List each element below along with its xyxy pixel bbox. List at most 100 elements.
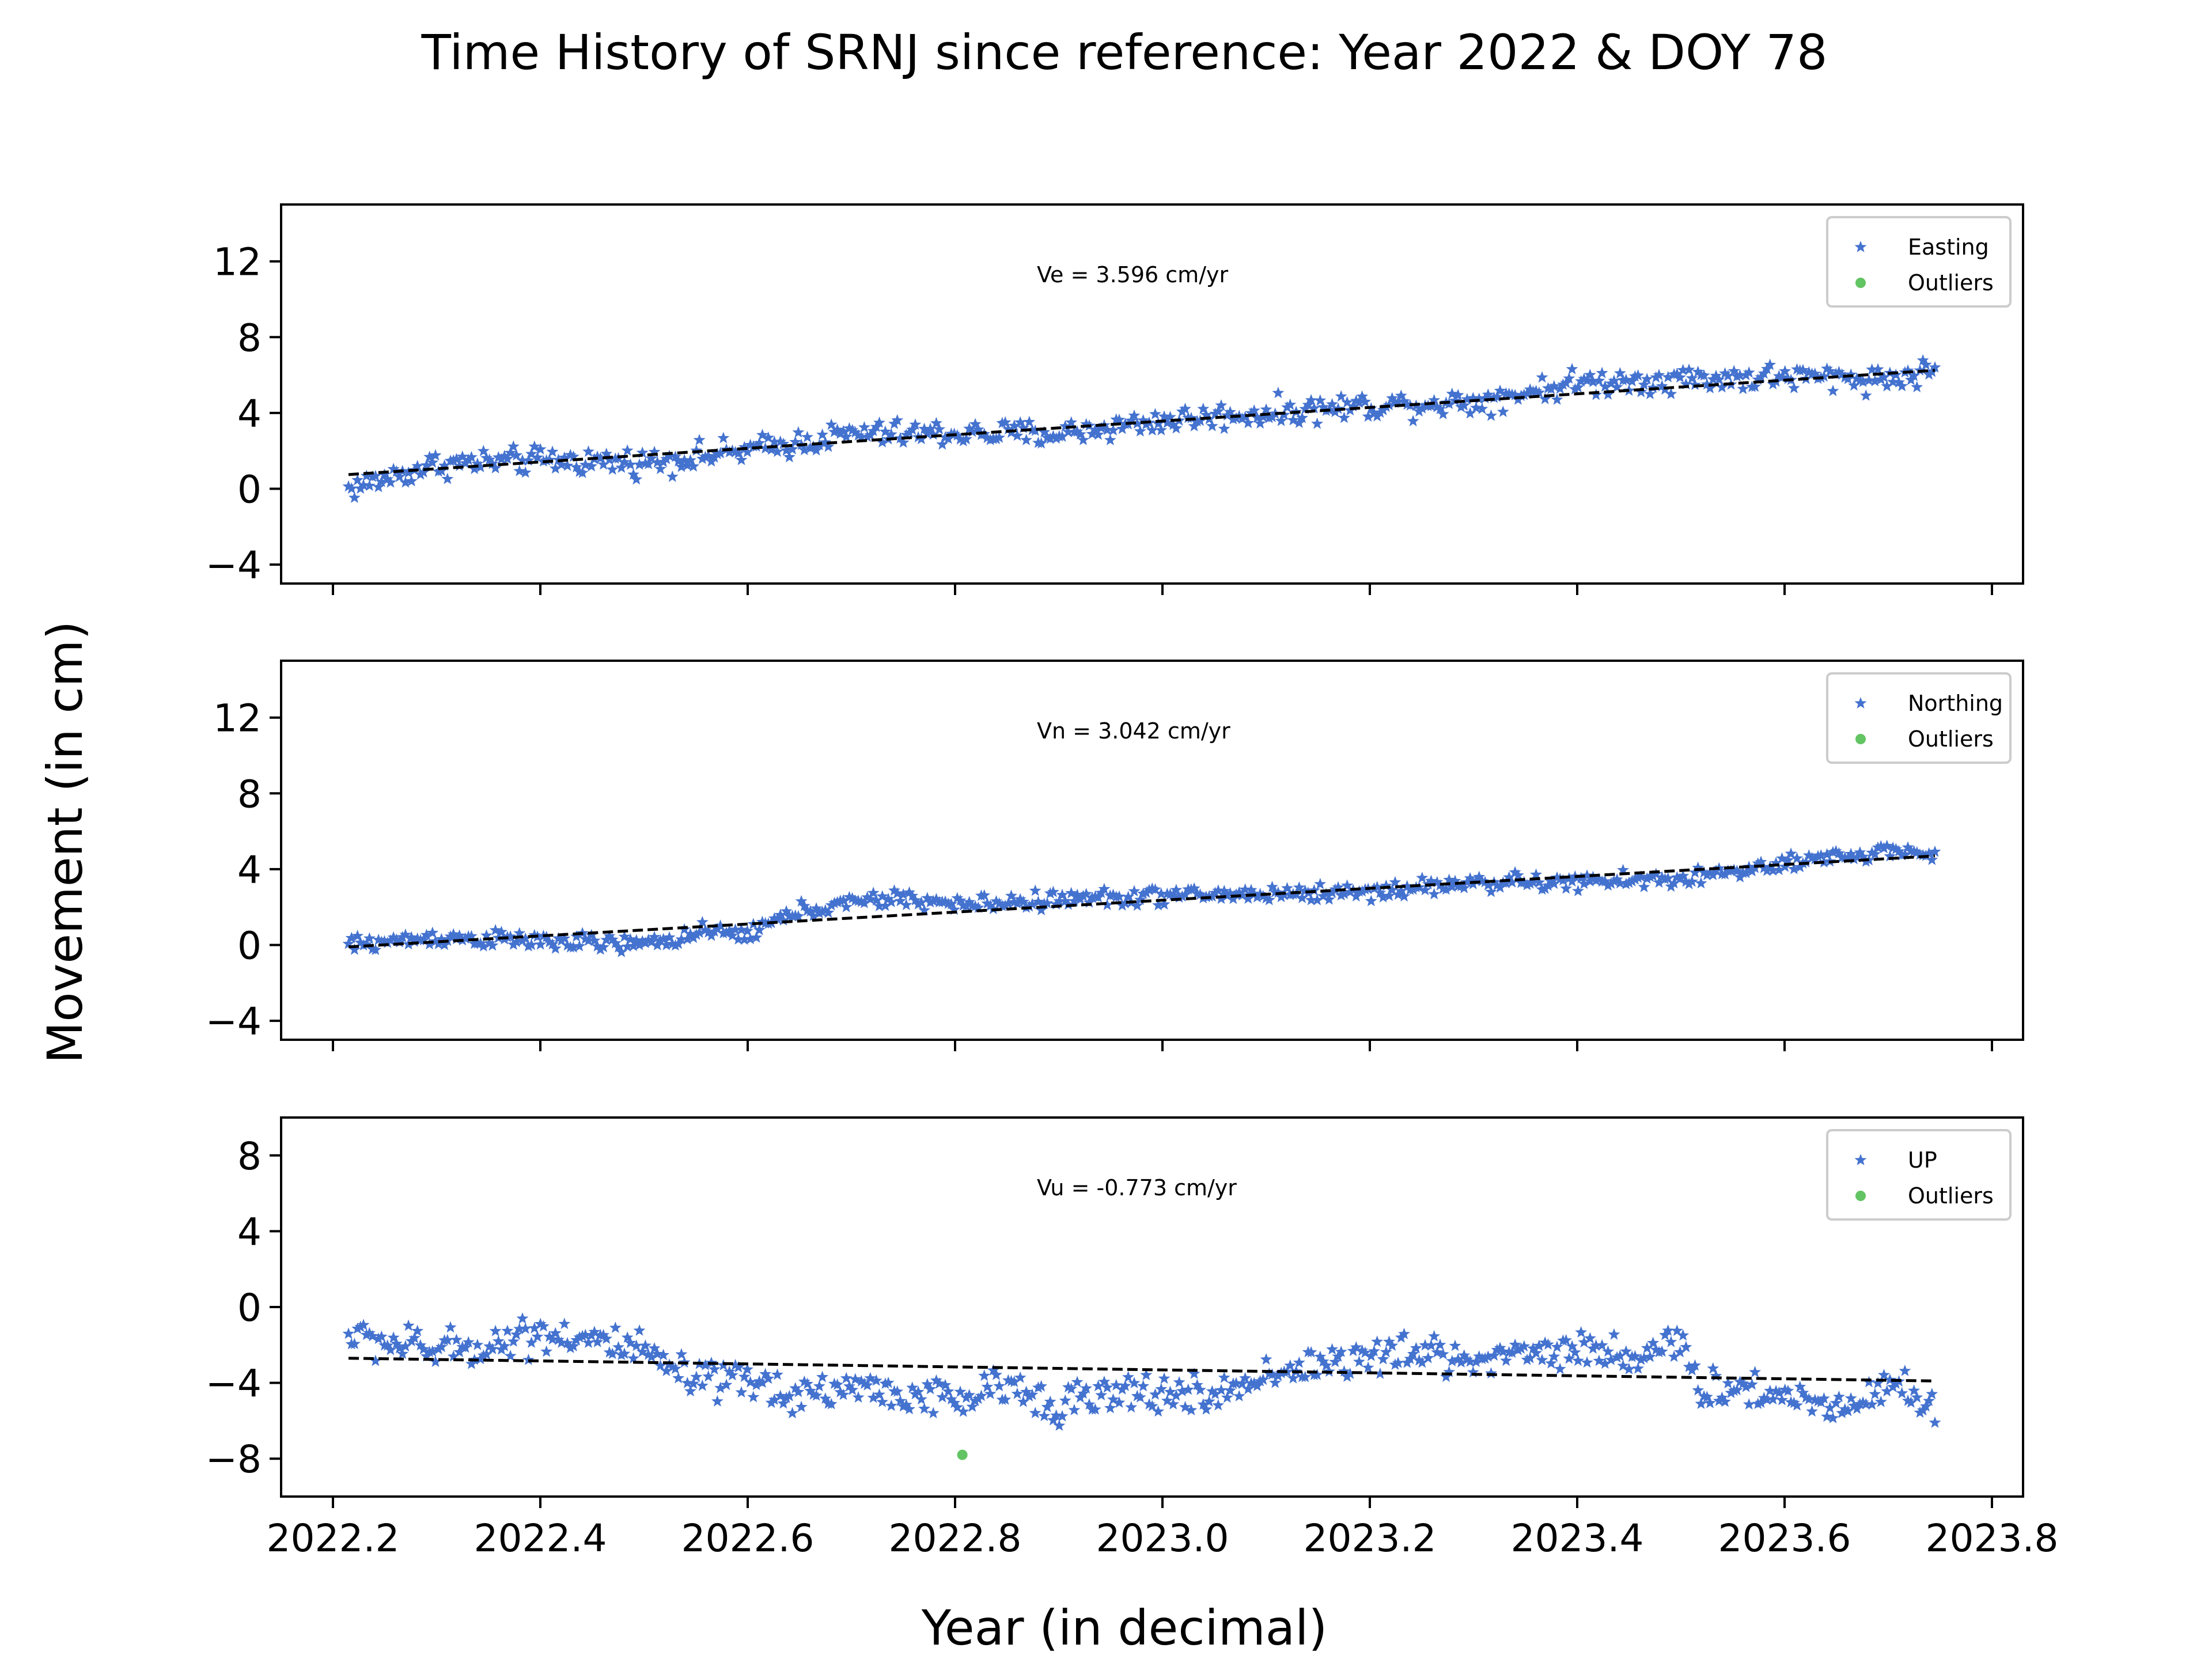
data-point <box>1554 1362 1566 1374</box>
data-point <box>1521 1353 1533 1365</box>
data-point <box>1416 402 1429 414</box>
data-point <box>1407 883 1419 895</box>
data-point <box>1893 376 1905 388</box>
data-point <box>1926 1388 1938 1400</box>
data-point <box>1377 891 1389 903</box>
data-point <box>1608 1328 1620 1340</box>
data-point <box>1874 1395 1887 1407</box>
data-point <box>1551 393 1563 405</box>
data-point <box>486 1343 499 1354</box>
legend-marker-outliers <box>1855 278 1866 288</box>
data-point <box>969 418 982 430</box>
data-point <box>762 1372 775 1384</box>
data-point <box>630 1339 643 1351</box>
data-point <box>1605 877 1618 889</box>
data-point <box>1524 1351 1536 1363</box>
data-point <box>807 910 820 921</box>
data-point <box>858 421 870 433</box>
data-point <box>795 895 808 907</box>
data-point <box>363 1327 376 1339</box>
data-point <box>579 1328 592 1340</box>
data-point <box>1053 895 1066 907</box>
data-point <box>840 1372 853 1384</box>
data-point <box>777 914 790 926</box>
data-point <box>1218 422 1230 434</box>
data-point <box>627 1352 639 1364</box>
x-axis-label: Year (in decimal) <box>921 1600 1328 1656</box>
data-point <box>546 938 559 950</box>
data-point <box>1149 883 1161 895</box>
data-point <box>1704 1396 1716 1408</box>
data-point <box>1161 1394 1173 1406</box>
data-point <box>873 1388 885 1400</box>
data-point <box>543 935 556 948</box>
data-point <box>957 1405 969 1417</box>
data-point <box>777 1397 790 1409</box>
data-point <box>1613 367 1626 378</box>
data-point <box>1068 1404 1081 1415</box>
data-point <box>1455 880 1467 892</box>
data-point <box>1002 423 1014 435</box>
data-point <box>1152 899 1165 911</box>
data-point <box>1800 856 1812 868</box>
data-point <box>1752 373 1764 385</box>
data-point <box>609 1321 622 1333</box>
data-point <box>690 1370 703 1382</box>
data-point <box>711 1395 724 1407</box>
data-point <box>1515 1342 1527 1354</box>
data-point <box>1770 857 1782 869</box>
data-point <box>369 469 382 482</box>
data-point <box>1767 864 1779 876</box>
data-point <box>738 441 751 453</box>
data-point <box>354 1320 367 1332</box>
data-point <box>714 919 726 931</box>
data-point <box>1206 419 1218 431</box>
data-point <box>1164 1385 1176 1397</box>
data-point <box>831 1378 843 1390</box>
data-point <box>1317 1355 1330 1367</box>
data-point <box>1626 875 1638 887</box>
data-point <box>1859 389 1872 401</box>
data-point <box>1095 1389 1108 1400</box>
data-point <box>729 1358 741 1370</box>
data-point <box>771 1368 783 1380</box>
data-point <box>1440 883 1452 895</box>
data-point <box>1638 378 1650 390</box>
data-point <box>1650 371 1662 383</box>
data-point <box>507 440 520 452</box>
data-point <box>684 454 696 466</box>
data-point <box>720 1378 733 1391</box>
data-point <box>882 892 895 904</box>
data-point <box>1827 1412 1839 1423</box>
data-point <box>1848 853 1860 865</box>
data-point <box>1062 426 1074 437</box>
data-point <box>1692 1384 1705 1396</box>
data-point <box>1497 406 1509 417</box>
data-point <box>615 1349 628 1361</box>
data-point <box>1125 1401 1138 1413</box>
data-point <box>1734 1376 1747 1387</box>
data-point <box>1272 886 1285 898</box>
data-point <box>1443 1365 1456 1377</box>
data-point <box>342 480 355 492</box>
data-point <box>1572 1354 1584 1366</box>
data-point <box>513 1323 526 1335</box>
data-point <box>591 450 604 462</box>
data-point <box>1893 845 1905 857</box>
data-point <box>1089 423 1101 435</box>
data-point <box>1929 1416 1941 1428</box>
data-point <box>1482 388 1494 400</box>
data-point <box>1005 889 1017 902</box>
data-point <box>1128 409 1141 421</box>
data-point <box>1680 1340 1692 1353</box>
data-point <box>1107 888 1119 900</box>
data-point <box>1881 839 1893 851</box>
data-point <box>414 468 427 480</box>
data-point <box>1692 365 1705 377</box>
data-point <box>1752 1397 1764 1410</box>
data-point <box>972 901 984 913</box>
data-point <box>1533 876 1546 888</box>
data-point <box>1293 1356 1305 1368</box>
data-point <box>1737 382 1749 395</box>
data-point <box>1599 380 1611 392</box>
